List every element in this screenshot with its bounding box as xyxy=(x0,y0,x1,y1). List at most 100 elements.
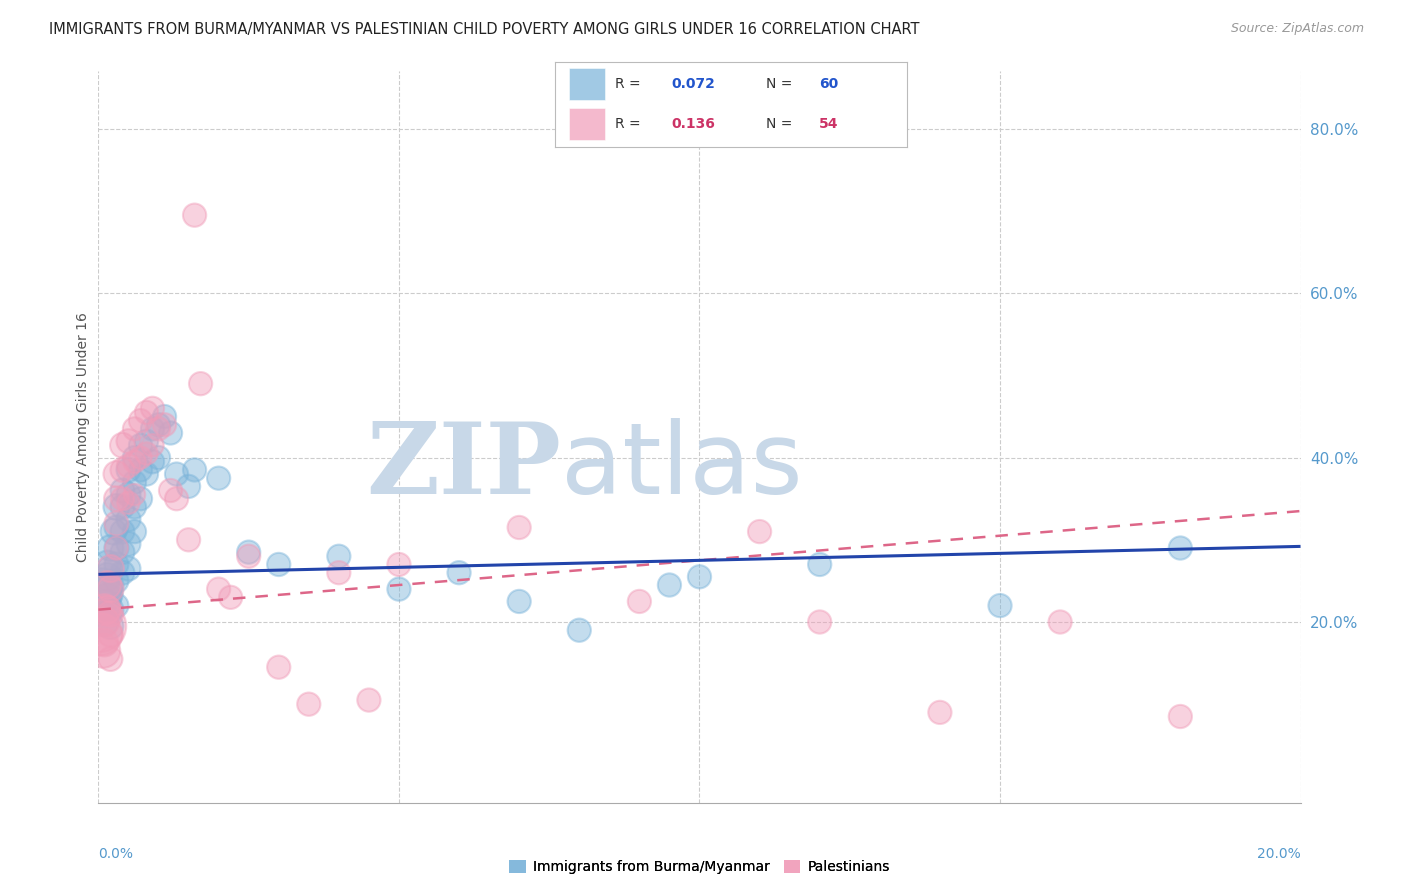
Point xyxy=(219,591,242,605)
Point xyxy=(1049,615,1071,629)
Point xyxy=(177,479,200,493)
Point xyxy=(988,599,1011,613)
Point xyxy=(129,491,152,506)
Point xyxy=(141,455,163,469)
Point xyxy=(328,549,350,564)
Point xyxy=(148,422,170,436)
Text: IMMIGRANTS FROM BURMA/MYANMAR VS PALESTINIAN CHILD POVERTY AMONG GIRLS UNDER 16 : IMMIGRANTS FROM BURMA/MYANMAR VS PALESTI… xyxy=(49,22,920,37)
Point xyxy=(96,602,118,616)
Point xyxy=(100,578,122,592)
Text: Source: ZipAtlas.com: Source: ZipAtlas.com xyxy=(1230,22,1364,36)
Text: 0.0%: 0.0% xyxy=(98,847,134,861)
Point xyxy=(105,541,128,555)
Point xyxy=(93,602,115,616)
Point xyxy=(808,558,831,572)
Point xyxy=(105,541,128,555)
Point xyxy=(929,706,952,720)
Point xyxy=(238,545,260,559)
Point xyxy=(90,627,112,641)
Point xyxy=(111,491,134,506)
Point xyxy=(748,524,770,539)
Point xyxy=(267,660,290,674)
Text: atlas: atlas xyxy=(561,417,803,515)
Point xyxy=(129,450,152,465)
Text: 60: 60 xyxy=(818,77,838,91)
Point xyxy=(141,422,163,436)
Point xyxy=(105,491,128,506)
Point xyxy=(689,570,711,584)
Point xyxy=(111,524,134,539)
Point xyxy=(124,475,146,490)
Point xyxy=(117,463,139,477)
Point xyxy=(111,500,134,514)
Point xyxy=(100,627,122,641)
Point xyxy=(96,591,118,605)
Point xyxy=(159,483,181,498)
Point xyxy=(93,615,115,629)
Point xyxy=(105,500,128,514)
Point xyxy=(508,594,530,608)
Point xyxy=(238,549,260,564)
Text: 0.136: 0.136 xyxy=(672,118,716,131)
Point xyxy=(508,520,530,534)
Point xyxy=(100,602,122,616)
Point xyxy=(135,434,157,449)
Point xyxy=(100,582,122,596)
Point xyxy=(658,578,681,592)
Text: 54: 54 xyxy=(818,118,838,131)
Point xyxy=(100,619,122,633)
Point xyxy=(148,417,170,432)
Point xyxy=(129,463,152,477)
Point xyxy=(166,491,188,506)
Point xyxy=(117,496,139,510)
Point xyxy=(135,446,157,460)
Point xyxy=(1170,541,1192,555)
Point xyxy=(190,376,212,391)
Point xyxy=(117,487,139,501)
Text: 0.072: 0.072 xyxy=(672,77,716,91)
Point xyxy=(100,561,122,575)
Point xyxy=(103,524,125,539)
Point xyxy=(111,545,134,559)
Point xyxy=(124,487,146,501)
Point xyxy=(177,533,200,547)
Text: 20.0%: 20.0% xyxy=(1257,847,1301,861)
Point xyxy=(568,624,591,638)
Point xyxy=(628,594,651,608)
Text: ZIP: ZIP xyxy=(367,417,561,515)
Point xyxy=(124,455,146,469)
Point xyxy=(93,615,115,629)
Point xyxy=(124,422,146,436)
Point xyxy=(328,566,350,580)
Point xyxy=(105,558,128,572)
Point xyxy=(124,450,146,465)
Point xyxy=(117,434,139,449)
Point xyxy=(447,566,470,580)
Point xyxy=(105,467,128,481)
FancyBboxPatch shape xyxy=(569,68,605,100)
Point xyxy=(808,615,831,629)
Point xyxy=(159,425,181,440)
Point xyxy=(388,582,411,596)
Point xyxy=(129,438,152,452)
Point xyxy=(117,458,139,473)
Text: R =: R = xyxy=(616,118,645,131)
Point xyxy=(90,582,112,596)
Point xyxy=(153,417,176,432)
Text: R =: R = xyxy=(616,77,645,91)
Point xyxy=(93,635,115,649)
Point xyxy=(117,512,139,526)
FancyBboxPatch shape xyxy=(569,108,605,140)
Point xyxy=(357,693,380,707)
Point xyxy=(105,574,128,588)
Point xyxy=(117,561,139,575)
Point xyxy=(93,586,115,600)
Point xyxy=(100,561,122,575)
Point xyxy=(96,570,118,584)
Point xyxy=(96,578,118,592)
Point xyxy=(148,450,170,465)
Point xyxy=(267,558,290,572)
Point xyxy=(124,524,146,539)
Point xyxy=(111,566,134,580)
Point xyxy=(93,599,115,613)
